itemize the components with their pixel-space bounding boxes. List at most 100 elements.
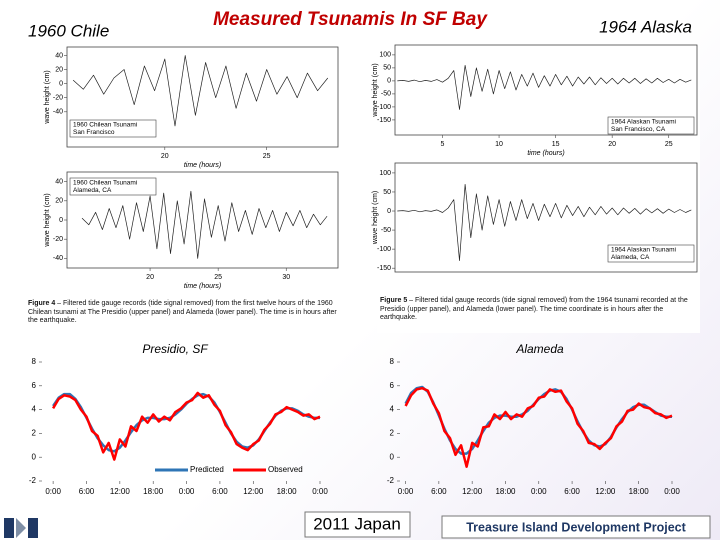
y-tick-label: 2 [32,429,37,438]
y-tick-label: -2 [29,476,37,485]
y-tick-label: -20 [53,236,63,243]
x-tick-label: 0:00 [179,487,195,496]
panel-label-box [607,244,695,263]
y-tick-label: 20 [55,198,63,205]
series-line [397,64,692,110]
panel-title: 1964 Alaskan Tsunami [611,247,676,254]
project-label: Treasure Island Development Project [466,520,686,534]
panel-title: 1960 Chilean Tsunami [73,180,137,187]
x-tick-label: 6:00 [564,487,580,496]
y-tick-label: 0 [59,80,63,87]
x-tick-label: 18:00 [143,487,164,496]
panel-label-box [69,177,157,196]
panel-subtitle: Alameda, CA [611,254,650,261]
x-tick-label: 18:00 [277,487,298,496]
y-tick-label: 6 [390,381,395,390]
y-tick-label: 2 [390,429,395,438]
y-tick-label: 50 [383,65,391,72]
panel-label-box [607,116,695,135]
series-line [72,55,329,127]
y-tick-label: -40 [53,109,63,116]
y-tick-label: -100 [377,104,391,111]
x-tick-label: 18:00 [629,487,650,496]
right-heading: 1964 Alaska [599,17,692,36]
x-tick-label: 18:00 [495,487,516,496]
x-tick-label: 20 [608,141,616,148]
x-tick-label: 25 [263,153,271,160]
y-tick-label: -50 [381,91,391,98]
y-axis-label: wave height (cm) [44,193,51,247]
y-tick-label: 8 [390,357,395,366]
y-tick-label: 0 [32,452,37,461]
plot-frame [394,44,698,136]
panel-subtitle: San Francisco [73,129,115,136]
chart-title: Alameda [515,342,564,356]
x-tick-label: 12:00 [462,487,483,496]
y-tick-label: -2 [387,476,395,485]
y-tick-label: 0 [390,452,395,461]
left-heading: 1960 Chile [28,21,109,40]
japan-label: 2011 Japan [313,514,401,533]
x-tick-label: 0:00 [664,487,680,496]
panel-title: 1960 Chilean Tsunami [73,122,137,129]
y-axis-label: wave height (cm) [44,70,51,124]
x-tick-label: 0:00 [45,487,61,496]
caption-label: Figure 4 [28,300,56,307]
x-tick-label: 10 [495,141,503,148]
x-tick-label: 0:00 [531,487,547,496]
slide-title: Measured Tsunamis In SF Bay [213,9,488,30]
panel-subtitle: Alameda, CA [73,187,112,194]
y-tick-label: 6 [32,381,37,390]
y-tick-label: -20 [53,95,63,102]
plot-frame [66,46,339,148]
japan-box [304,511,411,538]
left-caption: Figure 4 – Filtered tide gauge records (… [28,300,338,326]
caption-text: – Filtered tide gauge records (tide sign… [28,300,337,324]
y-tick-label: 4 [390,405,395,414]
y-tick-label: 20 [55,66,63,73]
y-tick-label: 40 [55,52,63,59]
x-tick-label: 0:00 [398,487,414,496]
project-box [441,515,711,539]
series-line [397,183,692,261]
x-tick-label: 12:00 [110,487,131,496]
y-tick-label: 100 [379,52,391,59]
x-tick-label: 25 [665,141,673,148]
y-tick-label: -150 [377,265,391,272]
x-tick-label: 15 [552,141,560,148]
y-tick-label: 4 [32,405,37,414]
chart-title: Presidio, SF [142,342,208,356]
x-tick-label: 0:00 [312,487,328,496]
y-tick-label: 0 [59,217,63,224]
y-tick-label: 40 [55,178,63,185]
series-line [81,190,328,259]
plot-frame [394,162,698,273]
y-tick-label: 8 [32,357,37,366]
x-axis-label: time (hours) [184,283,221,290]
y-axis-label: wave height (cm) [372,191,379,245]
series-line [52,391,321,461]
series-line [404,386,673,468]
caption-label: Figure 5 [380,297,408,304]
y-tick-label: -150 [377,117,391,124]
y-tick-label: 0 [387,78,391,85]
x-tick-label: 6:00 [431,487,447,496]
right-figure [377,40,700,333]
y-tick-label: 0 [387,208,391,215]
x-tick-label: 30 [282,274,290,281]
x-tick-label: 5 [441,141,445,148]
x-tick-label: 6:00 [212,487,228,496]
y-axis-label: wave height (cm) [372,63,379,117]
caption-text: – Filtered tidal gauge records (tide sig… [380,297,688,321]
y-tick-label: 50 [383,189,391,196]
panel-title: 1964 Alaskan Tsunami [611,119,676,126]
x-tick-label: 25 [214,274,222,281]
x-tick-label: 12:00 [595,487,616,496]
panel-subtitle: San Francisco, CA [611,126,666,133]
panel-label-box [69,119,157,138]
x-axis-label: time (hours) [527,150,564,157]
y-tick-label: -40 [53,255,63,262]
y-tick-label: -50 [381,227,391,234]
